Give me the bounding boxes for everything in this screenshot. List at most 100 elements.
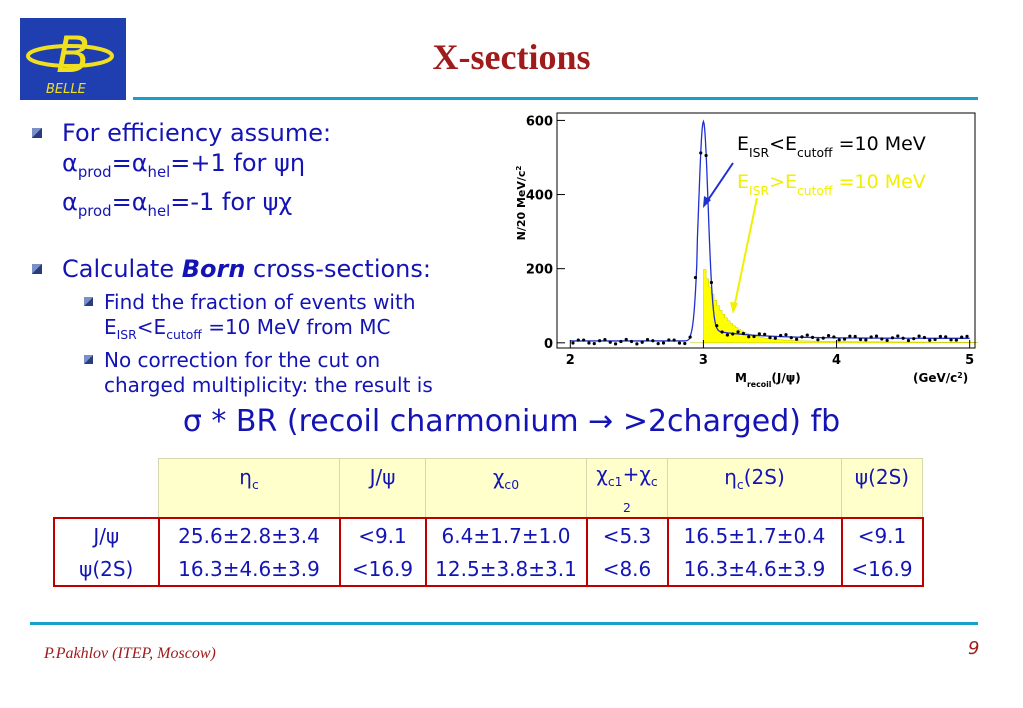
- data-point: [683, 341, 687, 346]
- text: ): [963, 371, 968, 385]
- text: No correction for the cut on: [104, 348, 381, 372]
- header-row: ηc J/ψ χc0 χc1+χc 2 ηc(2S) ψ(2S): [54, 458, 923, 519]
- data-point: [826, 334, 831, 338]
- data-point: [571, 341, 575, 345]
- data-point: [672, 338, 676, 342]
- text: η: [239, 465, 252, 489]
- text: charged multiplicity: the result is: [104, 373, 433, 397]
- header-cell: χc1+χc 2: [586, 458, 668, 519]
- page-number: 9: [968, 638, 980, 659]
- bullet-line: charged multiplicity: the result is: [104, 373, 433, 398]
- sub-bullet: No correction for the cut on charged mul…: [104, 348, 433, 398]
- text: =10 MeV from MC: [201, 315, 391, 339]
- text: =-1 for ψχ: [170, 187, 293, 216]
- data-point: [922, 335, 927, 340]
- data-point: [810, 335, 815, 340]
- data-point: [890, 336, 895, 340]
- arrow: [705, 162, 734, 204]
- data-point: [800, 335, 804, 339]
- data-point: [933, 337, 937, 342]
- data-point: [917, 334, 921, 338]
- subscript: 2: [957, 371, 962, 380]
- bullet-line: EISR<Ecutoff =10 MeV from MC: [104, 315, 416, 347]
- table-cell: J/ψ: [53, 517, 160, 552]
- table-row: J/ψ 25.6±2.8±3.4 <9.1 6.4±1.7±1.0 <5.3 16.5±1…: [53, 517, 924, 552]
- x-tick-label: 2: [566, 353, 575, 368]
- isr-histogram: [690, 269, 978, 344]
- table-cell: 6.4±1.7±1.0: [424, 517, 588, 552]
- table-cell: 16.5±1.7±0.4: [666, 517, 843, 552]
- subscript: c0: [504, 477, 520, 492]
- data-point: [858, 337, 863, 342]
- data-point: [880, 337, 884, 341]
- data-point: [757, 332, 761, 336]
- legend-entry: EISR>Ecutoff =10 MeV: [737, 171, 926, 198]
- subscript: 2: [514, 166, 523, 171]
- bullet: Calculate Born cross-sections:: [62, 254, 431, 284]
- x-tick-label: 3: [699, 353, 708, 368]
- bullet: For efficiency assume: αprod=αhel=+1 for…: [62, 118, 331, 226]
- data-point: [693, 275, 698, 280]
- x-tick-label: 5: [965, 353, 974, 368]
- text: (2S): [743, 465, 785, 489]
- data-point: [965, 334, 969, 338]
- data-point: [747, 335, 751, 339]
- arrow-head: [703, 196, 711, 208]
- data-point: [928, 338, 932, 342]
- subscript: c: [736, 477, 744, 492]
- table-row: ψ(2S) 16.3±4.6±3.9 <16.9 12.5±3.8±3.1 <8.6 16…: [53, 552, 924, 587]
- footer-author: P.Pakhlov (ITEP, Moscow): [44, 645, 216, 662]
- data-point: [954, 338, 958, 342]
- subscript: c: [251, 477, 259, 492]
- data-point: [864, 338, 868, 342]
- text: >E: [769, 171, 797, 193]
- text: (GeV/c: [913, 371, 957, 385]
- data-point: [816, 338, 820, 342]
- text: J/ψ: [369, 465, 396, 489]
- data-point: [821, 336, 825, 340]
- table-cell: 12.5±3.8±3.1: [424, 552, 588, 587]
- x-axis-unit: (GeV/c2): [913, 371, 968, 386]
- data-point: [715, 324, 719, 328]
- sub-bullet: Find the fraction of events with EISR<Ec…: [104, 290, 416, 347]
- subscript: ISR: [116, 327, 137, 342]
- data-point: [720, 330, 724, 334]
- subscript: ISR: [749, 146, 769, 160]
- text: E: [737, 133, 749, 155]
- data-point: [795, 337, 799, 341]
- data-point: [613, 342, 618, 346]
- data-point: [768, 335, 772, 340]
- data-point: [763, 332, 767, 336]
- x-axis-label: Mrecoil(J/ψ): [735, 371, 801, 389]
- subscript: recoil: [747, 380, 772, 389]
- data-point: [651, 339, 655, 343]
- y-tick-label: 200: [526, 263, 553, 278]
- data-point: [779, 333, 783, 338]
- data-point: [805, 333, 809, 337]
- y-tick-label: 600: [526, 114, 553, 129]
- legend-entry: EISR<Ecutoff =10 MeV: [737, 133, 926, 160]
- data-point: [603, 338, 607, 342]
- table-body: J/ψ 25.6±2.8±3.4 <9.1 6.4±1.7±1.0 <5.3 16.5±1…: [53, 517, 924, 587]
- text: <E: [769, 133, 797, 155]
- formula: σ * BR (recoil charmonium → >2charged) f…: [182, 404, 841, 439]
- data-point: [688, 335, 692, 339]
- data-point: [587, 341, 591, 345]
- text: ψ(2S): [854, 465, 910, 489]
- table-cell: <16.9: [338, 552, 427, 587]
- text: <E: [136, 315, 167, 339]
- data-point: [592, 341, 596, 346]
- data-point: [874, 334, 879, 338]
- data-point: [640, 340, 644, 344]
- data-point: [635, 342, 639, 346]
- bullet-line: No correction for the cut on: [104, 348, 433, 373]
- data-point: [699, 151, 703, 155]
- text: E: [104, 315, 117, 339]
- table-cell: 16.3±4.6±3.9: [666, 552, 843, 587]
- data-point: [960, 335, 964, 339]
- text: α: [62, 149, 78, 177]
- table-cell: <8.6: [585, 552, 669, 587]
- logo: B BELLE: [20, 18, 126, 100]
- table-cell: <9.1: [338, 517, 427, 552]
